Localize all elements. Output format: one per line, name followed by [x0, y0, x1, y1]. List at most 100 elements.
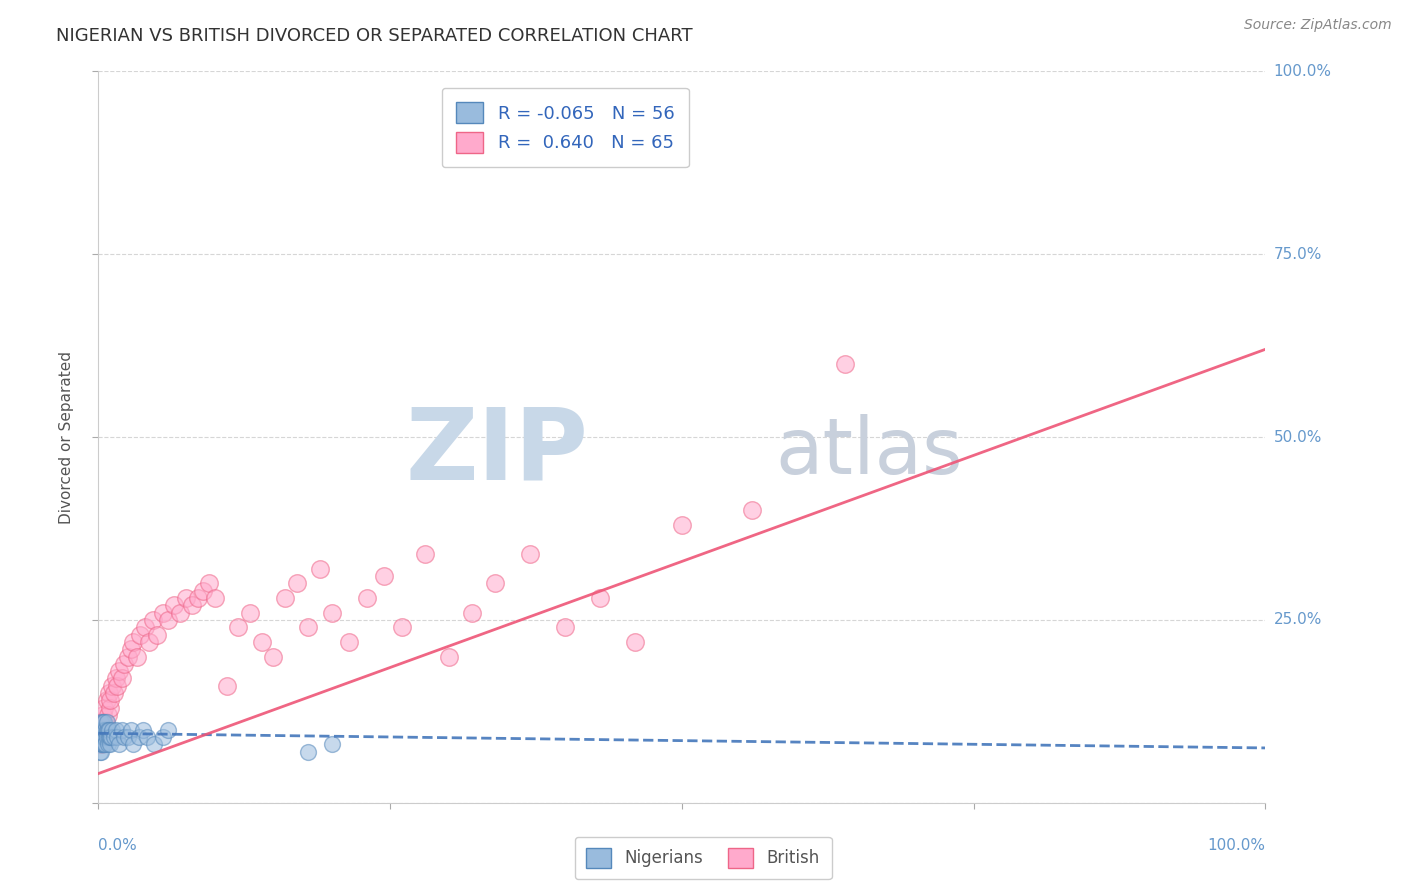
- Point: [132, 723, 155, 737]
- Point: [89, 745, 111, 759]
- Point: [519, 547, 541, 561]
- Point: [239, 606, 262, 620]
- Point: [180, 599, 202, 613]
- Point: [94, 737, 117, 751]
- Point: [93, 730, 115, 744]
- Point: [97, 723, 120, 737]
- Point: [250, 635, 273, 649]
- Point: [89, 730, 111, 744]
- Point: [111, 672, 134, 686]
- Point: [98, 737, 121, 751]
- Point: [112, 730, 135, 744]
- Point: [437, 649, 460, 664]
- Point: [117, 730, 139, 744]
- Point: [93, 737, 115, 751]
- Point: [309, 562, 332, 576]
- Point: [589, 591, 612, 605]
- Point: [90, 723, 112, 737]
- Point: [93, 723, 115, 737]
- Point: [91, 730, 114, 744]
- Point: [373, 569, 395, 583]
- Point: [90, 737, 112, 751]
- Point: [101, 723, 124, 737]
- Point: [297, 745, 319, 759]
- Point: [152, 606, 174, 620]
- Point: [297, 620, 319, 634]
- Point: [169, 606, 191, 620]
- Point: [125, 649, 148, 664]
- Text: 50.0%: 50.0%: [1274, 430, 1322, 444]
- Point: [90, 723, 112, 737]
- Point: [198, 576, 221, 591]
- Point: [624, 635, 647, 649]
- Text: ZIP: ZIP: [406, 403, 589, 500]
- Point: [90, 723, 112, 737]
- Text: 100.0%: 100.0%: [1208, 838, 1265, 853]
- Point: [413, 547, 436, 561]
- Point: [120, 642, 142, 657]
- Point: [108, 664, 131, 678]
- Point: [134, 620, 156, 634]
- Point: [90, 737, 112, 751]
- Point: [98, 730, 121, 744]
- Point: [97, 737, 120, 751]
- Point: [98, 700, 121, 714]
- Point: [157, 723, 180, 737]
- Point: [112, 657, 135, 671]
- Point: [94, 730, 117, 744]
- Point: [89, 737, 111, 751]
- Point: [104, 672, 127, 686]
- Point: [97, 708, 120, 723]
- Point: [193, 583, 215, 598]
- Point: [262, 649, 284, 664]
- Point: [484, 576, 506, 591]
- Point: [117, 649, 139, 664]
- Point: [93, 700, 115, 714]
- Point: [146, 627, 169, 641]
- Point: [96, 693, 118, 707]
- Point: [91, 723, 114, 737]
- Point: [129, 627, 152, 641]
- Point: [461, 606, 484, 620]
- Text: NIGERIAN VS BRITISH DIVORCED OR SEPARATED CORRELATION CHART: NIGERIAN VS BRITISH DIVORCED OR SEPARATE…: [56, 27, 693, 45]
- Text: 0.0%: 0.0%: [98, 838, 138, 853]
- Point: [128, 730, 150, 744]
- Point: [321, 737, 343, 751]
- Point: [89, 737, 111, 751]
- Point: [90, 723, 112, 737]
- Point: [122, 635, 145, 649]
- Point: [163, 599, 186, 613]
- Point: [142, 613, 165, 627]
- Point: [91, 737, 114, 751]
- Text: 100.0%: 100.0%: [1274, 64, 1331, 78]
- Point: [90, 730, 112, 744]
- Point: [152, 730, 174, 744]
- Point: [91, 715, 114, 730]
- Point: [96, 730, 118, 744]
- Point: [741, 503, 763, 517]
- Point: [105, 730, 128, 744]
- Text: 75.0%: 75.0%: [1274, 247, 1322, 261]
- Point: [228, 620, 250, 634]
- Point: [103, 686, 125, 700]
- Point: [122, 737, 145, 751]
- Legend: R = -0.065   N = 56, R =  0.640   N = 65: R = -0.065 N = 56, R = 0.640 N = 65: [441, 87, 689, 168]
- Point: [274, 591, 297, 605]
- Y-axis label: Divorced or Separated: Divorced or Separated: [59, 351, 75, 524]
- Point: [321, 606, 343, 620]
- Text: Source: ZipAtlas.com: Source: ZipAtlas.com: [1244, 18, 1392, 32]
- Point: [136, 730, 159, 744]
- Point: [108, 737, 131, 751]
- Point: [90, 737, 112, 751]
- Point: [100, 730, 122, 744]
- Point: [671, 517, 693, 532]
- Point: [90, 730, 112, 744]
- Point: [90, 730, 112, 744]
- Point: [97, 730, 120, 744]
- Point: [90, 723, 112, 737]
- Point: [90, 730, 112, 744]
- Point: [285, 576, 308, 591]
- Point: [187, 591, 209, 605]
- Point: [90, 737, 112, 751]
- Point: [204, 591, 226, 605]
